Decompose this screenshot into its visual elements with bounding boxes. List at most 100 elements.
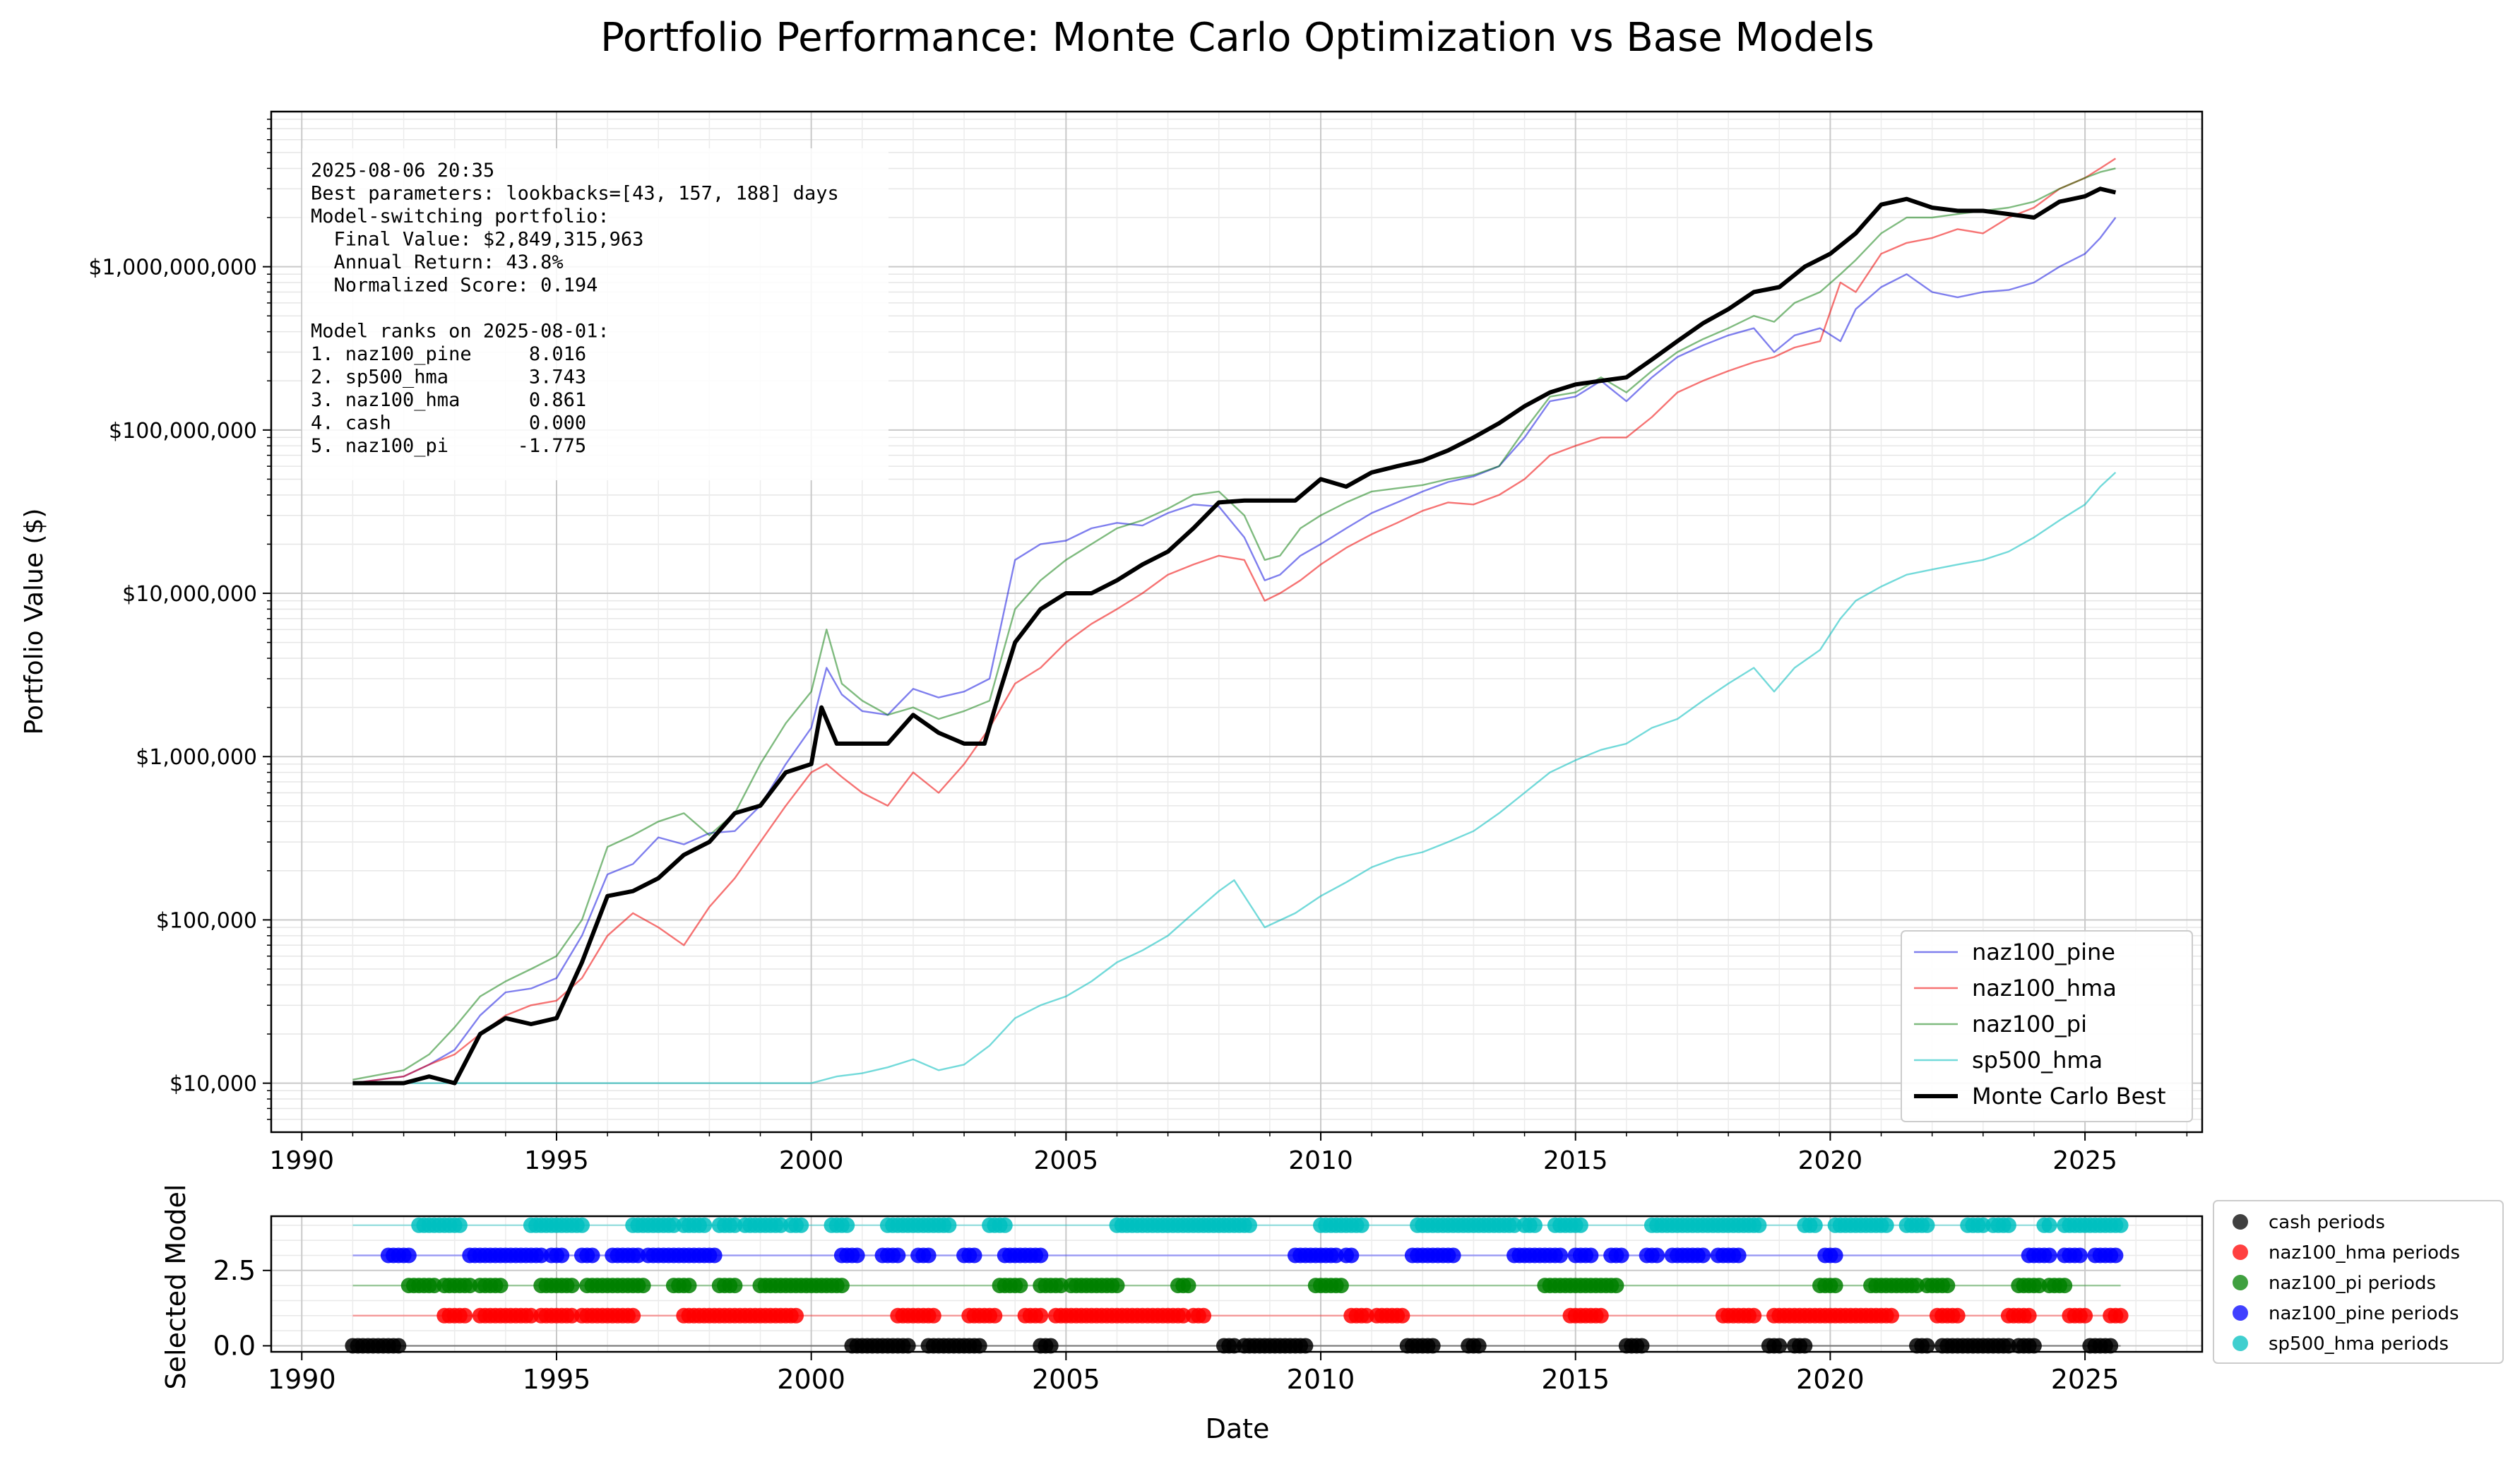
info-box-line: 5. naz100_pi -1.775 xyxy=(311,435,586,457)
legend-label: naz100_hma periods xyxy=(2269,1242,2460,1264)
info-box-line: 3. naz100_hma 0.861 xyxy=(311,389,586,411)
selected-model-chart: 0.0 2.5 1990 1995 2000 2005 2010 2015 2020 2025 S… xyxy=(160,1184,2504,1444)
selection-point xyxy=(1884,1307,1899,1324)
selection-legend: cash periods naz100_hma periods naz100_pi … xyxy=(2213,1200,2504,1364)
selection-point xyxy=(1109,1278,1125,1294)
selection-point xyxy=(839,1217,855,1233)
selection-point xyxy=(2026,1338,2042,1354)
selection-point xyxy=(1033,1247,1049,1264)
x-tick-label: 2015 xyxy=(1543,1146,1608,1175)
selection-point xyxy=(1242,1217,1257,1233)
selection-point xyxy=(1878,1217,1894,1233)
y-tick-label: 2.5 xyxy=(213,1255,256,1286)
legend-label: naz100_pine xyxy=(1972,939,2115,965)
x-tick-label: 2000 xyxy=(777,1364,845,1395)
x-tick-label: 2020 xyxy=(1796,1364,1865,1395)
selection-point xyxy=(1572,1217,1588,1233)
selection-point xyxy=(1527,1217,1543,1233)
selection-point xyxy=(2000,1217,2016,1233)
selection-point xyxy=(1949,1307,1966,1324)
selection-point xyxy=(1593,1307,1609,1324)
selection-point xyxy=(788,1307,804,1324)
selection-point xyxy=(1919,1338,1935,1354)
legend-label: naz100_pine periods xyxy=(2269,1303,2459,1324)
selection-point xyxy=(2103,1338,2119,1354)
info-box-line: Normalized Score: 0.194 xyxy=(311,275,598,297)
x-tick-label: 2020 xyxy=(1798,1146,1863,1175)
main-legend: naz100_pine naz100_hma naz100_pi sp500_hma M… xyxy=(1901,930,2193,1122)
selection-point xyxy=(925,1307,941,1324)
selection-point xyxy=(564,1278,580,1294)
selection-point xyxy=(681,1278,697,1294)
info-box-background xyxy=(302,148,888,480)
selection-point xyxy=(1608,1278,1624,1294)
legend-swatch xyxy=(2233,1305,2248,1321)
selection-point xyxy=(793,1217,809,1233)
selection-point xyxy=(1919,1217,1935,1233)
legend-label: naz100_hma xyxy=(1972,975,2117,1002)
info-box-line: 4. cash 0.000 xyxy=(311,412,586,434)
selection-point xyxy=(391,1338,407,1354)
series-line-monte-carlo-best xyxy=(352,186,2117,1086)
selection-point xyxy=(635,1278,651,1294)
series-line-sp500_hma xyxy=(352,472,2117,1084)
main-y-axis-label: Portfolio Value ($) xyxy=(20,509,49,735)
y-tick-label: 0.0 xyxy=(213,1330,256,1361)
selection-point xyxy=(1297,1338,1314,1354)
selection-point xyxy=(1394,1307,1410,1324)
selection-point xyxy=(849,1247,865,1264)
info-box-line: Best parameters: lookbacks=[43, 157, 188… xyxy=(311,183,839,205)
selection-point xyxy=(1343,1247,1360,1264)
selection-point xyxy=(1353,1217,1369,1233)
selection-point xyxy=(997,1217,1013,1233)
selection-point xyxy=(1634,1338,1650,1354)
y-tick-label: $100,000,000 xyxy=(109,419,257,444)
selection-point xyxy=(584,1247,600,1264)
selection-point xyxy=(1445,1247,1461,1264)
selection-point xyxy=(457,1307,473,1324)
selection-point xyxy=(1827,1278,1843,1294)
selection-point xyxy=(1649,1247,1665,1264)
selection-point xyxy=(1033,1307,1049,1324)
selection-plot-frame xyxy=(270,1215,2204,1353)
legend-swatch xyxy=(2233,1336,2248,1351)
selection-point xyxy=(1730,1247,1747,1264)
y-tick-label: $10,000,000 xyxy=(122,582,257,607)
selection-point xyxy=(1196,1307,1212,1324)
x-tick-label: 2025 xyxy=(2052,1146,2117,1175)
legend-swatch xyxy=(2233,1275,2248,1290)
selection-point xyxy=(1425,1338,1441,1354)
info-box-line: Model ranks on 2025-08-01: xyxy=(311,321,610,343)
info-box-line: Annual Return: 43.8% xyxy=(311,251,564,273)
selection-point xyxy=(1695,1247,1711,1264)
series-line-naz100_hma xyxy=(352,158,2117,1084)
x-tick-label: 2005 xyxy=(1032,1364,1100,1395)
selection-point xyxy=(574,1217,590,1233)
selection-point xyxy=(696,1217,713,1233)
legend-label: sp500_hma periods xyxy=(2269,1333,2449,1355)
selection-point xyxy=(2112,1307,2129,1324)
selection-point xyxy=(971,1338,987,1354)
selection-point xyxy=(451,1217,468,1233)
selection-point xyxy=(1470,1338,1487,1354)
x-tick-label: 2005 xyxy=(1034,1146,1099,1175)
selection-point xyxy=(2021,1307,2037,1324)
legend-label: naz100_pi xyxy=(1972,1011,2087,1038)
selection-point xyxy=(2112,1217,2129,1233)
selection-point xyxy=(1797,1338,1813,1354)
legend-frame xyxy=(2213,1200,2504,1364)
selection-point xyxy=(1751,1217,1767,1233)
selection-point xyxy=(987,1307,1003,1324)
y-tick-label: $10,000 xyxy=(170,1072,257,1097)
selection-point xyxy=(1827,1247,1843,1264)
x-tick-label: 2010 xyxy=(1288,1146,1353,1175)
y-tick-label: $100,000 xyxy=(156,908,257,933)
selection-point xyxy=(706,1247,723,1264)
x-tick-label: 1990 xyxy=(269,1146,334,1175)
info-box-line: Model-switching portfolio: xyxy=(311,206,610,227)
selection-point xyxy=(1583,1247,1599,1264)
x-tick-label: 2010 xyxy=(1287,1364,1355,1395)
selection-point xyxy=(2077,1307,2093,1324)
